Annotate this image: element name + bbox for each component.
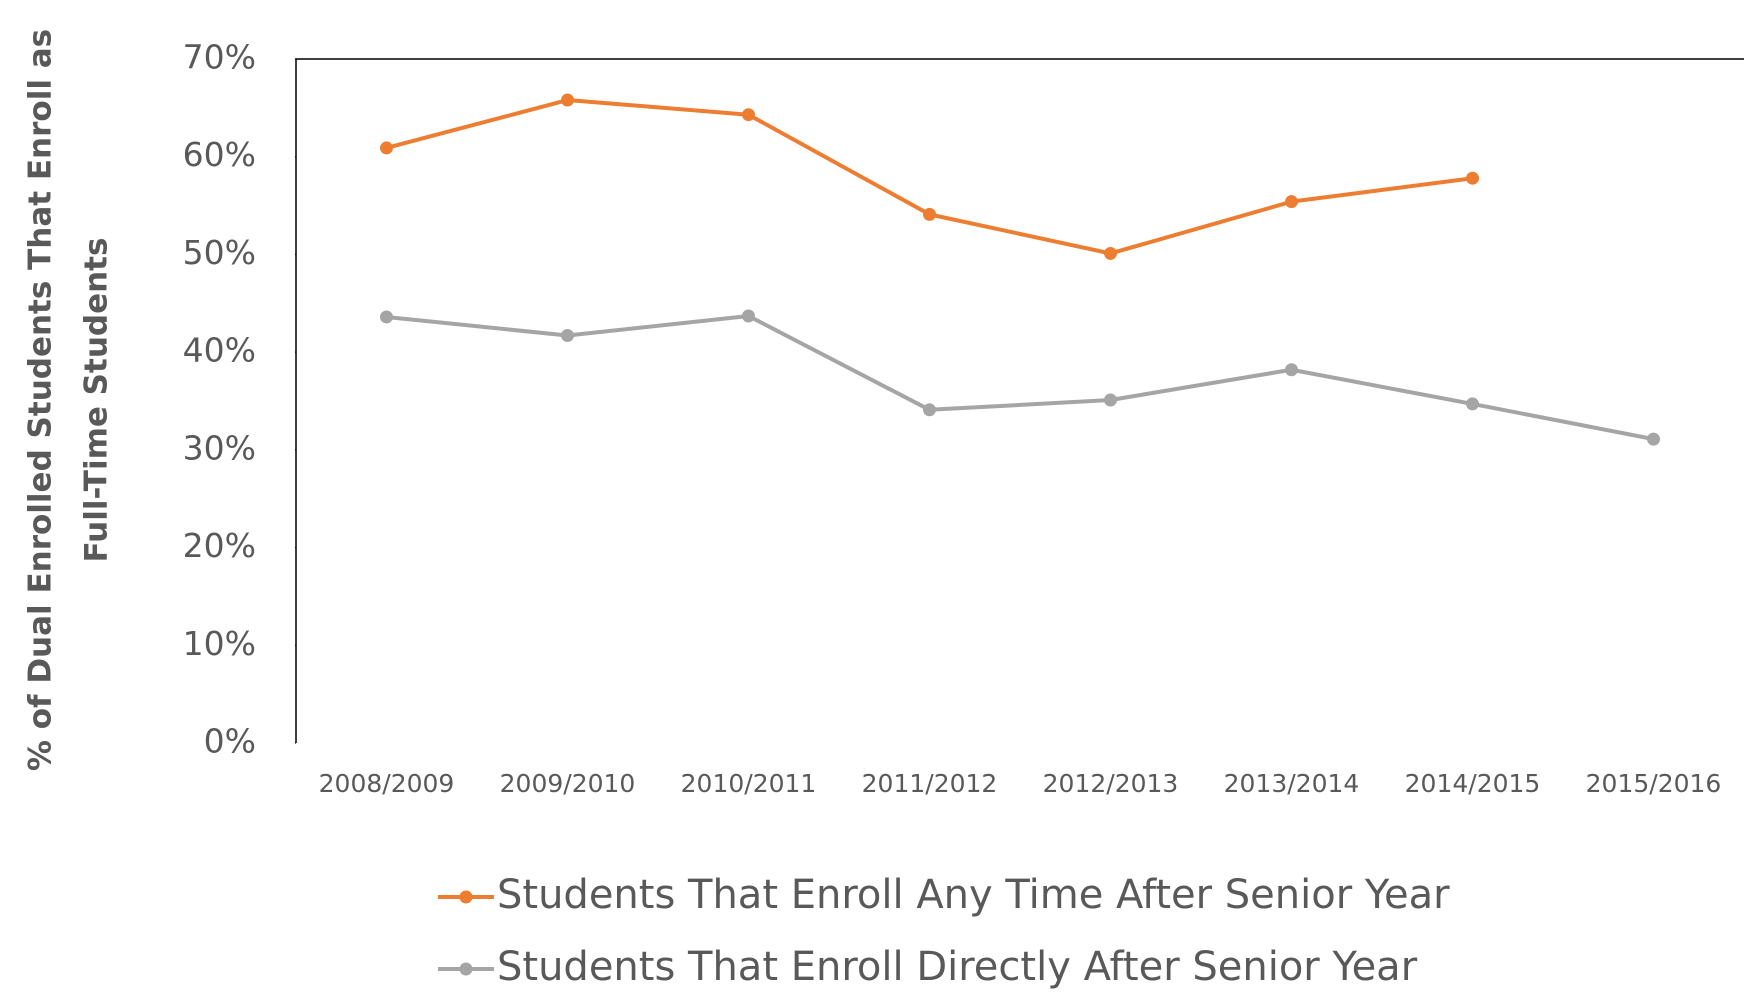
y-tick-label: 70% <box>183 38 256 77</box>
x-tick-label: 2012/2013 <box>1043 769 1179 798</box>
legend-marker <box>459 962 473 976</box>
plot-frame <box>295 58 1744 743</box>
point <box>561 93 574 107</box>
y-tick-label: 0% <box>204 722 256 761</box>
y-tick-label: 10% <box>183 624 256 663</box>
x-tick-label: 2010/2011 <box>681 769 817 798</box>
point <box>380 141 393 155</box>
point <box>742 309 755 323</box>
series-line <box>386 313 1654 442</box>
point <box>1104 246 1117 260</box>
x-tick-label: 2014/2015 <box>1405 769 1541 798</box>
point <box>561 329 574 343</box>
legend-label: Students That Enroll Any Time After Seni… <box>497 872 1450 918</box>
x-tick-label: 2008/2009 <box>319 769 455 798</box>
point <box>1466 397 1479 411</box>
y-axis-title-line: Full-Time Students <box>79 238 115 563</box>
series-line <box>385 98 1473 256</box>
legend-label: Students That Enroll Directly After Seni… <box>497 944 1418 990</box>
y-tick-label: 60% <box>183 135 256 174</box>
y-axis-title-line: % of Dual Enrolled Students That Enroll … <box>23 29 59 771</box>
point <box>1285 363 1298 377</box>
point <box>1466 171 1479 185</box>
legend-marker <box>459 890 473 904</box>
point <box>923 207 936 221</box>
x-tick-label: 2009/2010 <box>500 769 636 798</box>
point <box>1285 195 1298 209</box>
x-tick-label: 2013/2014 <box>1224 769 1360 798</box>
point <box>1104 393 1117 407</box>
point <box>1647 432 1660 446</box>
y-tick-label: 40% <box>183 331 256 370</box>
y-tick-label: 50% <box>183 233 256 272</box>
point <box>923 403 936 417</box>
x-tick-label: 2011/2012 <box>862 769 998 798</box>
y-tick-label: 30% <box>183 428 256 467</box>
y-axis-title: % of Dual Enrolled Students That Enroll … <box>23 29 115 771</box>
y-tick-label: 20% <box>183 526 256 565</box>
x-tick-label: 2015/2016 <box>1586 769 1722 798</box>
point <box>380 310 393 324</box>
point <box>742 108 755 122</box>
